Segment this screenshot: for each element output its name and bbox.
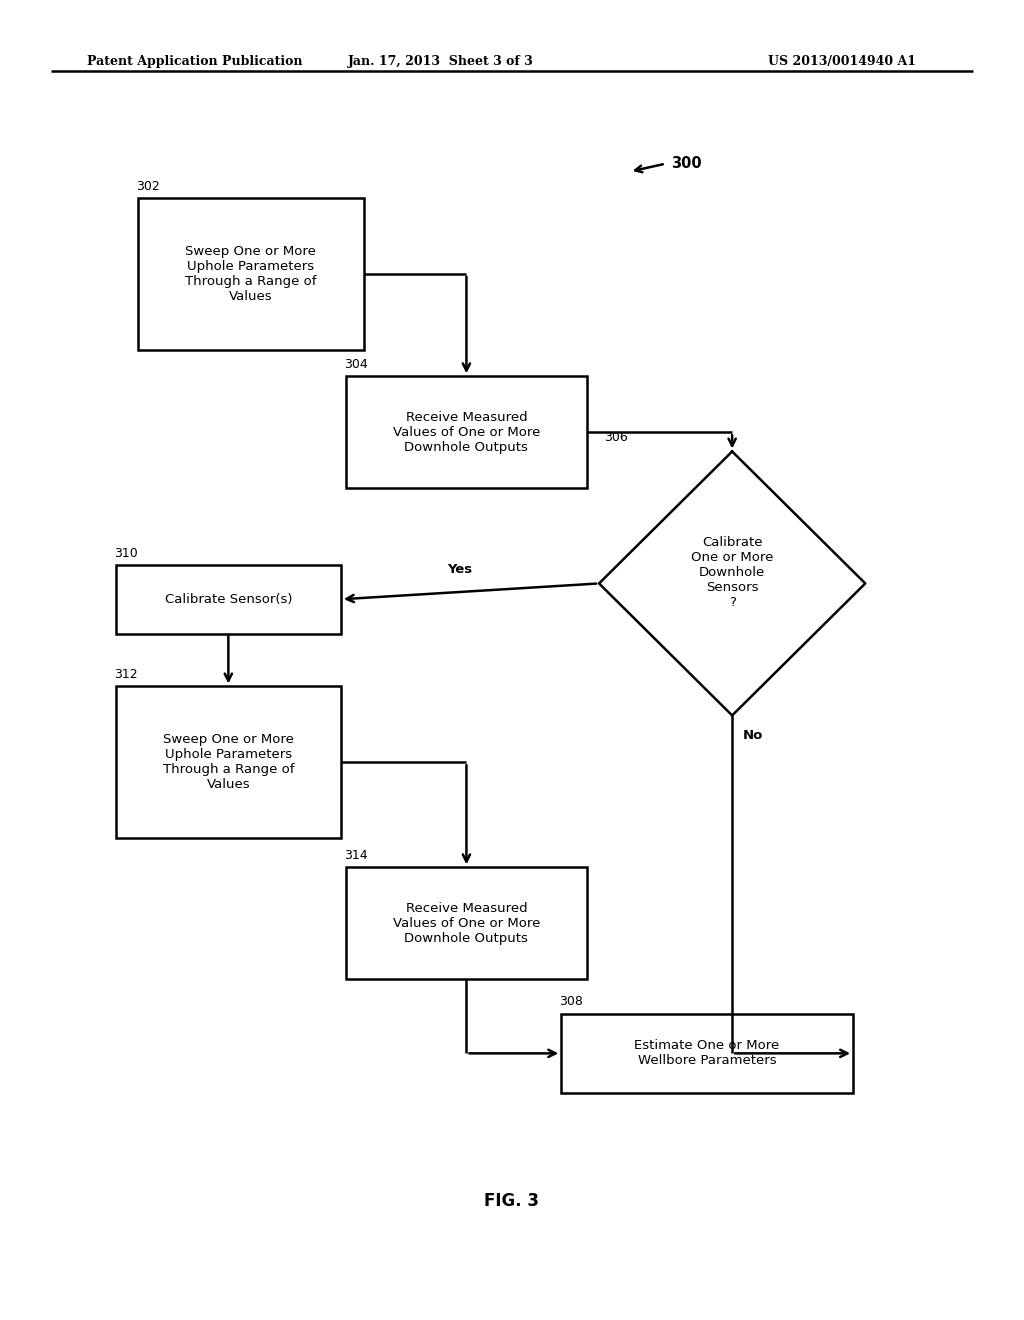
Bar <box>346 867 587 979</box>
Bar <box>346 376 587 488</box>
Text: Receive Measured
Values of One or More
Downhole Outputs: Receive Measured Values of One or More D… <box>393 902 540 945</box>
Text: Jan. 17, 2013  Sheet 3 of 3: Jan. 17, 2013 Sheet 3 of 3 <box>347 55 534 69</box>
Text: 310: 310 <box>114 546 137 560</box>
Text: Sweep One or More
Uphole Parameters
Through a Range of
Values: Sweep One or More Uphole Parameters Thro… <box>185 246 316 302</box>
Text: Yes: Yes <box>447 562 472 576</box>
Text: Patent Application Publication: Patent Application Publication <box>87 55 302 69</box>
Text: Sweep One or More
Uphole Parameters
Through a Range of
Values: Sweep One or More Uphole Parameters Thro… <box>163 734 294 791</box>
Text: 300: 300 <box>671 156 701 172</box>
Text: No: No <box>742 729 763 742</box>
Bar <box>116 565 341 634</box>
Text: Receive Measured
Values of One or More
Downhole Outputs: Receive Measured Values of One or More D… <box>393 411 540 454</box>
Bar <box>138 198 364 350</box>
Text: Calibrate
One or More
Downhole
Sensors
?: Calibrate One or More Downhole Sensors ? <box>691 536 773 610</box>
Text: 314: 314 <box>344 849 368 862</box>
Text: 308: 308 <box>559 995 583 1008</box>
Text: 312: 312 <box>114 668 137 681</box>
Text: 302: 302 <box>136 180 160 193</box>
Text: FIG. 3: FIG. 3 <box>484 1192 540 1210</box>
Bar <box>561 1014 853 1093</box>
Text: 306: 306 <box>604 430 628 444</box>
Polygon shape <box>599 451 865 715</box>
Bar <box>116 686 341 838</box>
Text: 304: 304 <box>344 358 368 371</box>
Text: Estimate One or More
Wellbore Parameters: Estimate One or More Wellbore Parameters <box>635 1039 779 1068</box>
Text: Calibrate Sensor(s): Calibrate Sensor(s) <box>165 593 292 606</box>
Text: US 2013/0014940 A1: US 2013/0014940 A1 <box>768 55 916 69</box>
